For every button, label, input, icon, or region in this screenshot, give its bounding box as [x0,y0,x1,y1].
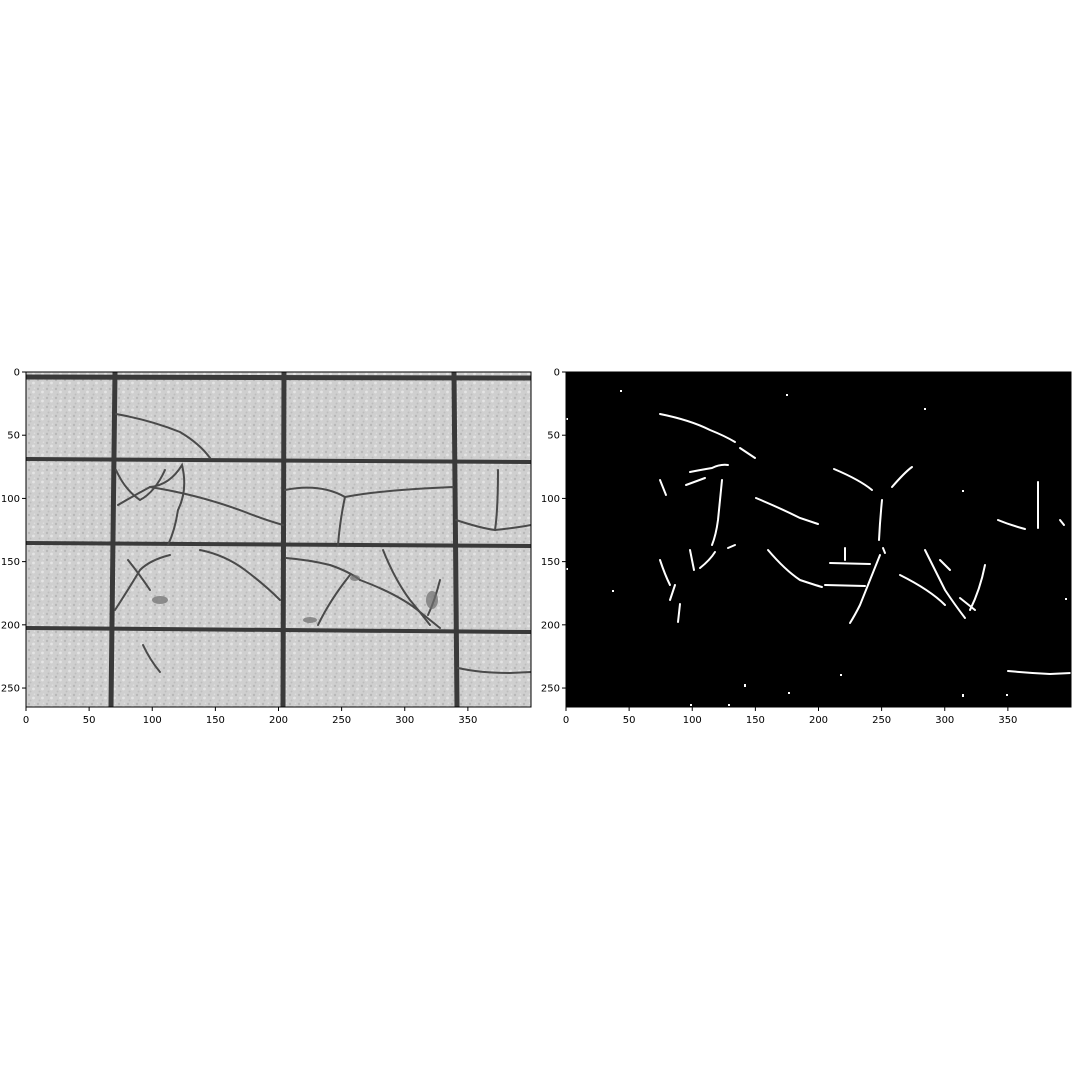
crack-mask [566,372,1071,707]
y-tick-label: 50 [547,431,560,442]
y-tick-label: 250 [541,684,560,695]
x-tick-label: 300 [395,715,414,726]
x-tick-label: 50 [623,715,636,726]
left-x-axis: 0 50 100 150 200 250 300 350 [23,707,477,726]
right-mask-panel: 0 50 100 150 200 250 300 350 0 50 100 150 200 250 [541,368,1072,726]
x-tick-label: 50 [83,715,96,726]
x-tick-label: 250 [332,715,351,726]
right-y-axis: 0 50 100 150 200 250 [541,368,566,695]
x-tick-label: 0 [563,715,569,726]
x-tick-label: 100 [683,715,702,726]
left-y-axis: 0 50 100 150 200 250 [1,368,26,695]
x-tick-label: 250 [872,715,891,726]
x-tick-label: 300 [935,715,954,726]
y-tick-label: 0 [554,368,560,379]
y-tick-label: 200 [1,620,20,631]
x-tick-label: 100 [143,715,162,726]
x-tick-label: 200 [269,715,288,726]
x-tick-label: 0 [23,715,29,726]
right-x-axis: 0 50 100 150 200 250 300 350 [563,707,1017,726]
y-tick-label: 200 [541,620,560,631]
x-tick-label: 150 [746,715,765,726]
x-tick-label: 350 [458,715,477,726]
y-tick-label: 250 [1,684,20,695]
tile-photo [26,372,531,707]
x-tick-label: 200 [809,715,828,726]
y-tick-label: 100 [541,494,560,505]
y-tick-label: 150 [1,557,20,568]
left-image-panel: 0 50 100 150 200 250 300 350 0 50 100 150 200 250 [1,368,532,726]
y-tick-label: 100 [1,494,20,505]
y-tick-label: 150 [541,557,560,568]
x-tick-label: 150 [206,715,225,726]
y-tick-label: 50 [7,431,20,442]
y-tick-label: 0 [14,368,20,379]
x-tick-label: 350 [998,715,1017,726]
